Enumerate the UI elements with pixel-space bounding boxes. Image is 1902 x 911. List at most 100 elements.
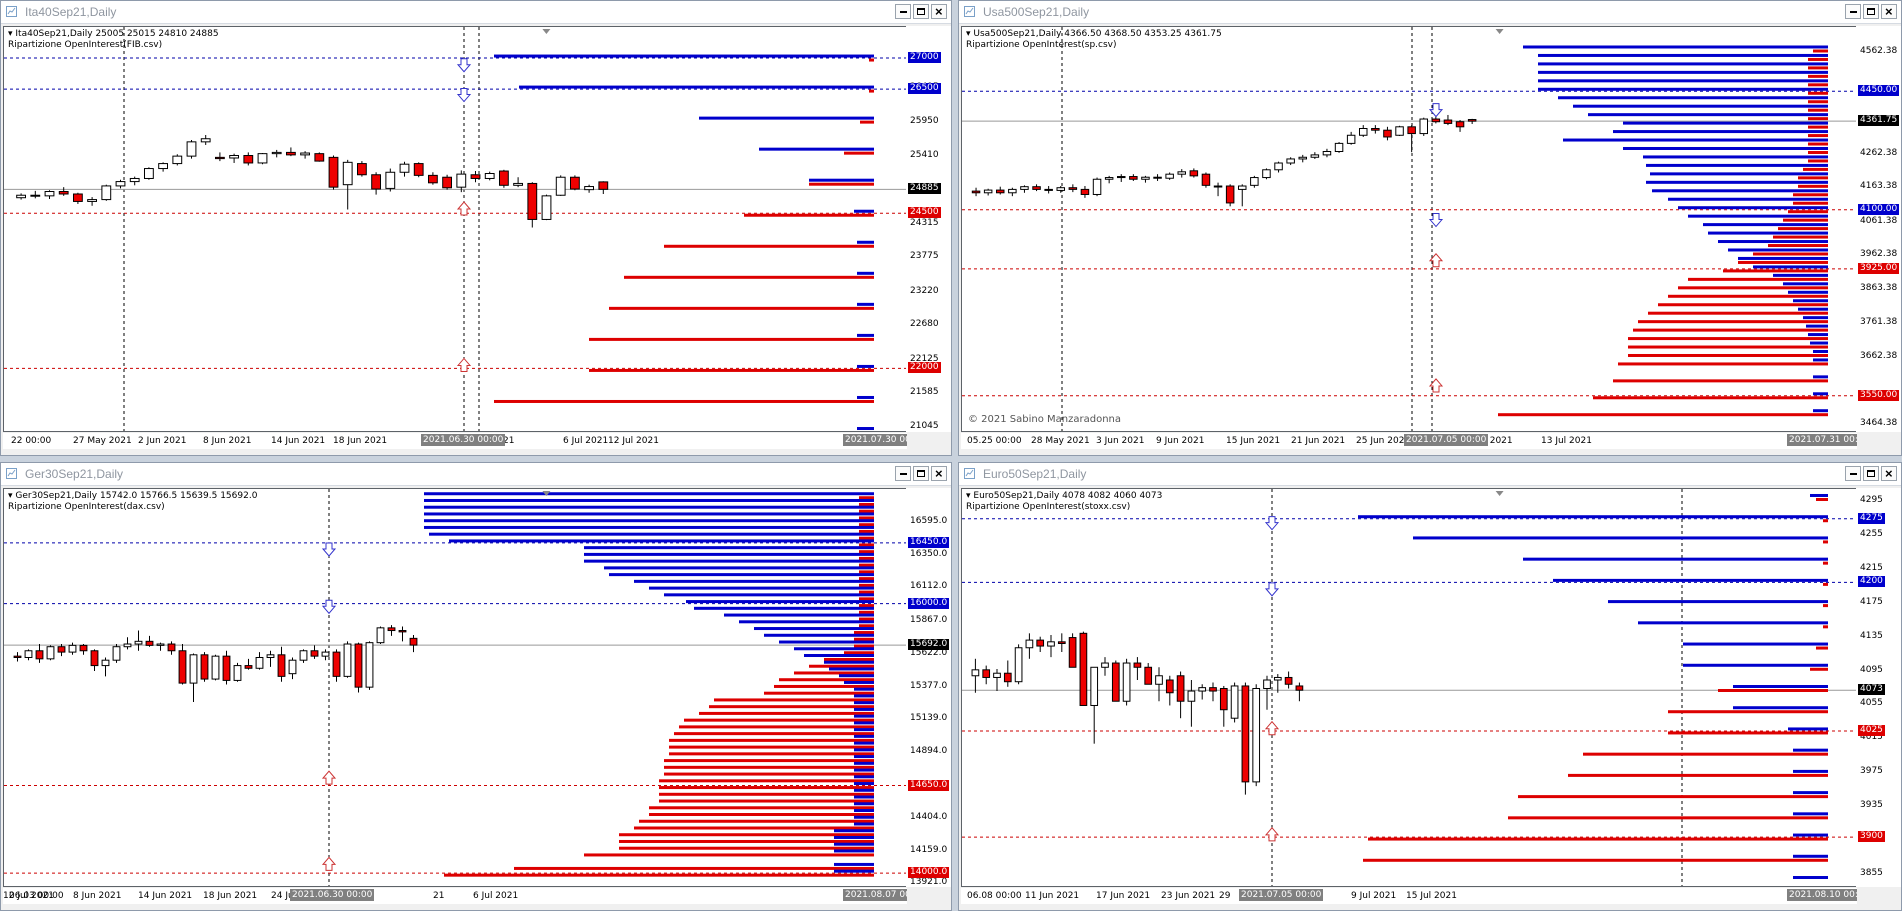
time-axis[interactable]: 06.03 00:00 8 Jun 2021 14 Jun 2021 18 Jun 2… <box>3 888 907 904</box>
window-titlebar[interactable]: Ger30Sep21,Daily × <box>1 463 951 486</box>
chart-window-usa500[interactable]: Usa500Sep21,Daily × ▾ Usa500Sep21,Daily … <box>958 0 1902 456</box>
window-titlebar[interactable]: Euro50Sep21,Daily × <box>959 463 1901 486</box>
price-axis[interactable]: 2649525950254102431523775232202268022125… <box>906 26 951 432</box>
close-button[interactable]: × <box>1881 4 1897 19</box>
candle-bear <box>1189 170 1199 177</box>
ohlc-text: Usa500Sep21,Daily 4366.50 4368.50 4353.2… <box>973 29 1222 39</box>
put-oi-bar <box>869 58 874 62</box>
level-price-badge: 4100.00 <box>1858 203 1900 215</box>
put-oi-bar <box>774 684 874 688</box>
current-price-badge: 4073 <box>1858 684 1885 696</box>
call-oi-bar <box>584 546 874 550</box>
chart-canvas[interactable] <box>4 27 907 432</box>
close-button[interactable]: × <box>1881 466 1897 481</box>
candle-bear <box>356 163 367 176</box>
time-tick-label: 27 May 2021 <box>73 436 132 446</box>
time-axis[interactable]: 06.08 00:00 11 Jun 2021 17 Jun 2021 23 Jun … <box>961 888 1857 904</box>
level-price-badge: 27000 <box>908 52 941 64</box>
candle-bear <box>398 630 407 633</box>
window-titlebar[interactable]: Usa500Sep21,Daily × <box>959 1 1901 24</box>
time-tick-label: 21 <box>503 436 515 446</box>
price-axis[interactable]: 4562.38 4262.38 4163.38 4061.38 3962.38 3863.… <box>1856 26 1901 432</box>
candle-bull <box>46 646 55 660</box>
maximize-button[interactable] <box>1863 466 1879 481</box>
chart-plot-area[interactable]: ▾ Ita40Sep21,Daily 25005 25015 24810 248… <box>3 26 907 432</box>
ohlc-text: Euro50Sep21,Daily 4078 4082 4060 4073 <box>973 491 1163 501</box>
time-axis[interactable]: 05.25 00:00 28 May 2021 3 Jun 2021 9 Jun 20… <box>961 433 1857 449</box>
put-oi-bar <box>659 799 874 803</box>
minimize-button[interactable] <box>1845 4 1861 19</box>
put-oi-bar <box>1593 396 1828 400</box>
price-tick-label: 4095 <box>1860 664 1883 675</box>
chevron-down-icon: ▾ <box>8 491 16 501</box>
candle-bull <box>1395 126 1404 136</box>
arrow-down-icon <box>1428 213 1444 228</box>
time-tick-label: 8 Jun 2021 <box>73 891 122 901</box>
window-titlebar[interactable]: Ita40Sep21,Daily × <box>1 1 951 24</box>
time-tick-label: 11 Jun 2021 <box>1025 891 1080 901</box>
candle-bear <box>214 156 225 160</box>
call-oi-bar <box>854 815 874 819</box>
call-oi-bar <box>424 505 874 509</box>
call-oi-bar <box>424 512 874 516</box>
level-price-badge: 3900 <box>1858 831 1885 843</box>
maximize-button[interactable] <box>913 4 929 19</box>
put-oi-bar <box>1498 413 1828 417</box>
close-icon: × <box>935 466 943 481</box>
minimize-button[interactable] <box>895 466 911 481</box>
candle-bull <box>16 194 27 199</box>
chart-canvas[interactable] <box>962 489 1857 887</box>
put-oi-bar <box>619 846 874 850</box>
chart-canvas[interactable] <box>962 27 1857 432</box>
price-tick-label: 14894.0 <box>910 745 948 756</box>
chart-plot-area[interactable]: ▾ Usa500Sep21,Daily 4366.50 4368.50 4353… <box>961 26 1857 432</box>
price-axis[interactable]: 16595.0 16350.0 16112.0 15867.0 15622.0 15377… <box>906 488 951 887</box>
put-oi-bar <box>1773 235 1828 239</box>
put-oi-bar <box>859 624 874 628</box>
put-oi-bar <box>659 779 874 783</box>
arrow-down-icon <box>456 58 472 73</box>
candle-bull <box>1104 177 1114 180</box>
put-oi-bar <box>1808 125 1828 129</box>
chart-window-euro50[interactable]: Euro50Sep21,Daily × ▾ Euro50Sep21,Daily … <box>958 462 1902 911</box>
time-axis[interactable]: 22 00:00 27 May 2021 2 Jun 2021 8 Jun 2021 1… <box>3 433 907 449</box>
time-tick-label: 14 Jun 2021 <box>271 436 326 446</box>
close-button[interactable]: × <box>931 466 947 481</box>
put-oi-bar <box>1808 57 1828 61</box>
time-tick-label: 06.03 00:00 <box>9 891 64 901</box>
put-oi-bar <box>669 745 874 749</box>
put-oi-bar <box>1808 159 1828 163</box>
call-oi-bar <box>854 788 874 792</box>
candle-bull <box>143 168 154 179</box>
level-price-badge: 4025 <box>1858 724 1885 736</box>
candle-bull <box>1122 662 1131 702</box>
chart-window-ita40[interactable]: Ita40Sep21,Daily × ▾ Ita40Sep21,Daily 25… <box>0 0 952 456</box>
chart-window-ger30[interactable]: Ger30Sep21,Daily × ▾ Ger30Sep21,Daily 15… <box>0 462 952 911</box>
put-oi-bar <box>854 637 874 641</box>
maximize-button[interactable] <box>913 466 929 481</box>
candle-bull <box>1198 687 1207 692</box>
candle-bear <box>167 643 176 652</box>
arrow-down-icon <box>1264 516 1280 531</box>
put-oi-bar <box>854 631 874 635</box>
candle-bear <box>1133 662 1142 668</box>
put-oi-bar <box>1628 345 1828 349</box>
minimize-button[interactable] <box>895 4 911 19</box>
chart-canvas[interactable] <box>4 489 907 887</box>
chart-plot-area[interactable]: ▾ Ger30Sep21,Daily 15742.0 15766.5 15639… <box>3 488 907 887</box>
candle-bear <box>371 174 382 190</box>
candle-bear <box>72 193 83 202</box>
price-axis[interactable]: 4295 4255 4215 4175 4135 4095 4055 4015 3975 3935… <box>1856 488 1901 887</box>
candle-bull <box>555 176 566 196</box>
close-button[interactable]: × <box>931 4 947 19</box>
maximize-button[interactable] <box>1863 4 1879 19</box>
minimize-button[interactable] <box>1845 466 1861 481</box>
candle-bear <box>470 174 481 179</box>
call-oi-bar <box>1793 833 1828 837</box>
chart-plot-area[interactable]: ▾ Euro50Sep21,Daily 4078 4082 4060 4073 … <box>961 488 1857 887</box>
chart-window-icon <box>964 468 975 479</box>
call-oi-bar <box>1588 113 1828 117</box>
candle-bull <box>68 644 77 653</box>
candle-bull <box>993 672 1001 678</box>
call-oi-bar <box>857 271 874 275</box>
